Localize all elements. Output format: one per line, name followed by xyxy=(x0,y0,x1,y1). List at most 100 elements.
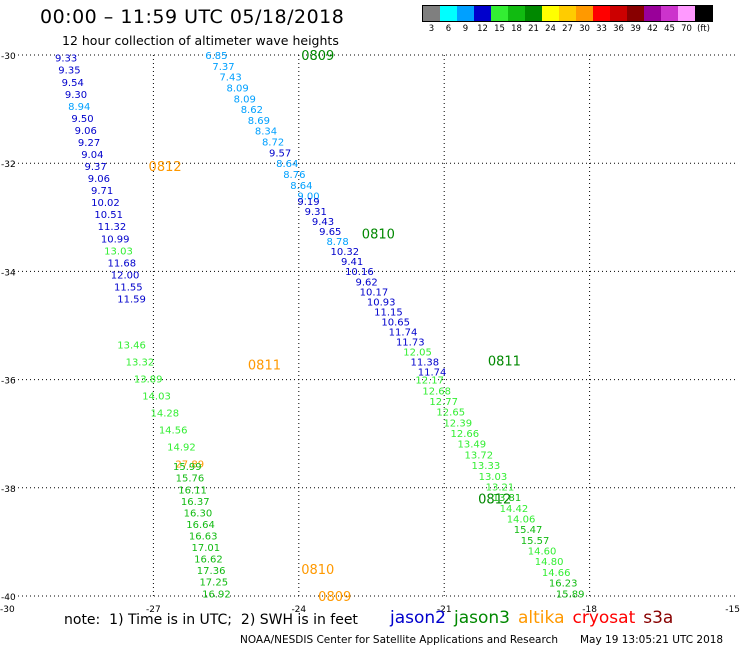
wave-height-value: 12.66 xyxy=(450,429,479,440)
wave-height-value: 10.51 xyxy=(94,210,123,221)
wave-height-value: 11.59 xyxy=(117,294,146,305)
wave-height-value: 9.04 xyxy=(81,150,103,161)
wave-height-value: 13.49 xyxy=(458,440,487,451)
latitude-tick-label: -34 xyxy=(1,268,16,278)
wave-height-value: 16.11 xyxy=(178,485,207,496)
wave-height-value: 8.62 xyxy=(241,105,263,116)
wave-height-value: 16.92 xyxy=(202,589,231,600)
legend-labels: 3 6 9 12 15 18 21 24 27 30 33 36 39 42 45 70 (ft) xyxy=(422,22,713,36)
pass-time-label: 0809 xyxy=(301,49,334,64)
wave-height-value: 9.65 xyxy=(319,227,341,238)
legend-swatch xyxy=(610,6,627,21)
wave-height-value: 13.03 xyxy=(479,472,508,483)
track-altika: 13.46 13.32 13.89 14.03 14.28 14.56 14.92 27.89 xyxy=(117,340,204,470)
legend-label: 33 xyxy=(596,24,607,34)
longitude-tick-label: -21 xyxy=(437,605,452,615)
legend-swatch xyxy=(678,6,695,21)
legend-swatch xyxy=(423,6,440,21)
legend-swatch xyxy=(695,6,712,21)
pass-time-label: 0809 xyxy=(318,590,351,605)
color-legend: 3 6 9 12 15 18 21 24 27 30 33 36 39 42 45 70 (ft) xyxy=(422,5,713,36)
legend-swatch xyxy=(491,6,508,21)
axis-labels: -30 -27 -24 -21 -18 -15 -30 -32 -34 -36 -38 -40 xyxy=(0,52,740,615)
wave-height-value: 13.03 xyxy=(104,246,133,257)
page-title: 00:00 – 11:59 UTC 05/18/2018 xyxy=(40,6,345,28)
track-jason2: 6.857.377.438.098.098.628.698.348.729.57… xyxy=(205,51,319,203)
wave-height-value: 9.35 xyxy=(58,66,80,77)
legend-label: 3 xyxy=(428,24,435,34)
longitude-tick-label: -30 xyxy=(0,605,15,615)
footer-timestamp: May 19 13:05:21 UTC 2018 xyxy=(580,634,724,646)
legend-swatch xyxy=(525,6,542,21)
wave-height-value: 8.64 xyxy=(276,159,298,170)
wave-height-value: 13.21 xyxy=(486,482,515,493)
legend-label: 45 xyxy=(664,24,675,34)
wave-height-value: 14.56 xyxy=(159,425,188,436)
wave-height-value: 17.36 xyxy=(197,566,226,577)
track-jason3: 12.1712.6812.7712.6512.3912.6613.4913.72… xyxy=(415,376,584,601)
legend-swatch xyxy=(559,6,576,21)
wave-height-value: 12.00 xyxy=(111,270,140,281)
legend-swatch xyxy=(627,6,644,21)
wave-height-value: 16.37 xyxy=(181,497,210,508)
legend-swatch xyxy=(474,6,491,21)
wave-height-value: 8.09 xyxy=(234,94,256,105)
legend-swatch xyxy=(542,6,559,21)
pass-time-label: 0811 xyxy=(488,355,521,370)
wave-height-value: 27.89 xyxy=(175,459,204,470)
wave-height-value: 9.27 xyxy=(78,138,100,149)
wave-height-value: 14.60 xyxy=(528,547,557,558)
wave-height-value: 8.72 xyxy=(262,138,284,149)
legend-label: 12 xyxy=(477,24,488,34)
legend-label: 27 xyxy=(562,24,573,34)
wave-height-value: 11.55 xyxy=(114,282,143,293)
latitude-tick-label: -40 xyxy=(1,593,16,603)
wave-height-value: 10.17 xyxy=(360,287,389,298)
wave-height-value: 9.30 xyxy=(65,90,87,101)
pass-time-label: 0810 xyxy=(362,228,395,243)
wave-height-value: 13.32 xyxy=(126,357,155,368)
wave-height-value: 15.99 xyxy=(173,462,202,473)
legend-swatch xyxy=(576,6,593,21)
wave-height-value: 8.76 xyxy=(283,170,305,181)
satellite-key-s3a: s3a xyxy=(643,608,674,628)
wave-height-value: 10.16 xyxy=(345,267,374,278)
wave-height-value: 14.42 xyxy=(500,504,529,515)
wave-height-value: 9.19 xyxy=(297,197,319,208)
wave-height-value: 10.93 xyxy=(367,297,396,308)
legend-label: 24 xyxy=(545,24,556,34)
wave-height-value: 7.43 xyxy=(219,73,241,84)
wave-height-value: 9.50 xyxy=(71,114,93,125)
satellite-key: jason2 jason3 altika cryosat s3a xyxy=(390,608,681,628)
legend-label: 42 xyxy=(647,24,658,34)
wave-height-value: 9.00 xyxy=(297,192,319,203)
wave-height-value: 13.89 xyxy=(134,374,163,385)
wave-height-value: 14.03 xyxy=(142,391,171,402)
wave-height-value: 9.71 xyxy=(91,186,113,197)
wave-height-value: 8.34 xyxy=(255,127,277,138)
wave-height-value: 8.94 xyxy=(68,102,90,113)
wave-height-value: 13.46 xyxy=(117,340,146,351)
longitude-tick-label: -15 xyxy=(725,605,740,615)
footer-note: note: 1) Time is in UTC; 2) SWH is in fe… xyxy=(64,612,358,628)
time-labels: 0809081208100811081108120810080989 xyxy=(149,49,521,605)
wave-height-value: 8.09 xyxy=(227,83,249,94)
pass-time-label: 0811 xyxy=(248,358,281,373)
satellite-key-jason2: jason2 xyxy=(390,608,446,628)
satellite-key-jason3: jason3 xyxy=(454,608,510,628)
latitude-tick-label: -38 xyxy=(1,485,16,495)
wave-height-value: 14.28 xyxy=(151,408,180,419)
wave-height-value: 12.05 xyxy=(403,347,432,358)
wave-height-value: 15.89 xyxy=(556,589,585,600)
wave-height-value: 14.06 xyxy=(507,515,536,526)
track-jason2: 9.339.359.549.308.949.509.069.279.049.37… xyxy=(55,54,146,306)
wave-height-value: 7.37 xyxy=(212,62,234,73)
satellite-key-altika: altika xyxy=(518,608,565,628)
wave-height-value: 9.37 xyxy=(84,162,106,173)
wave-height-value: 11.15 xyxy=(374,307,403,318)
legend-label: 6 xyxy=(445,24,452,34)
wave-height-value: 13.33 xyxy=(472,461,501,472)
wave-height-value: 14.92 xyxy=(167,442,196,453)
wave-height-value: 10.99 xyxy=(101,234,130,245)
legend-label: 9 xyxy=(462,24,469,34)
